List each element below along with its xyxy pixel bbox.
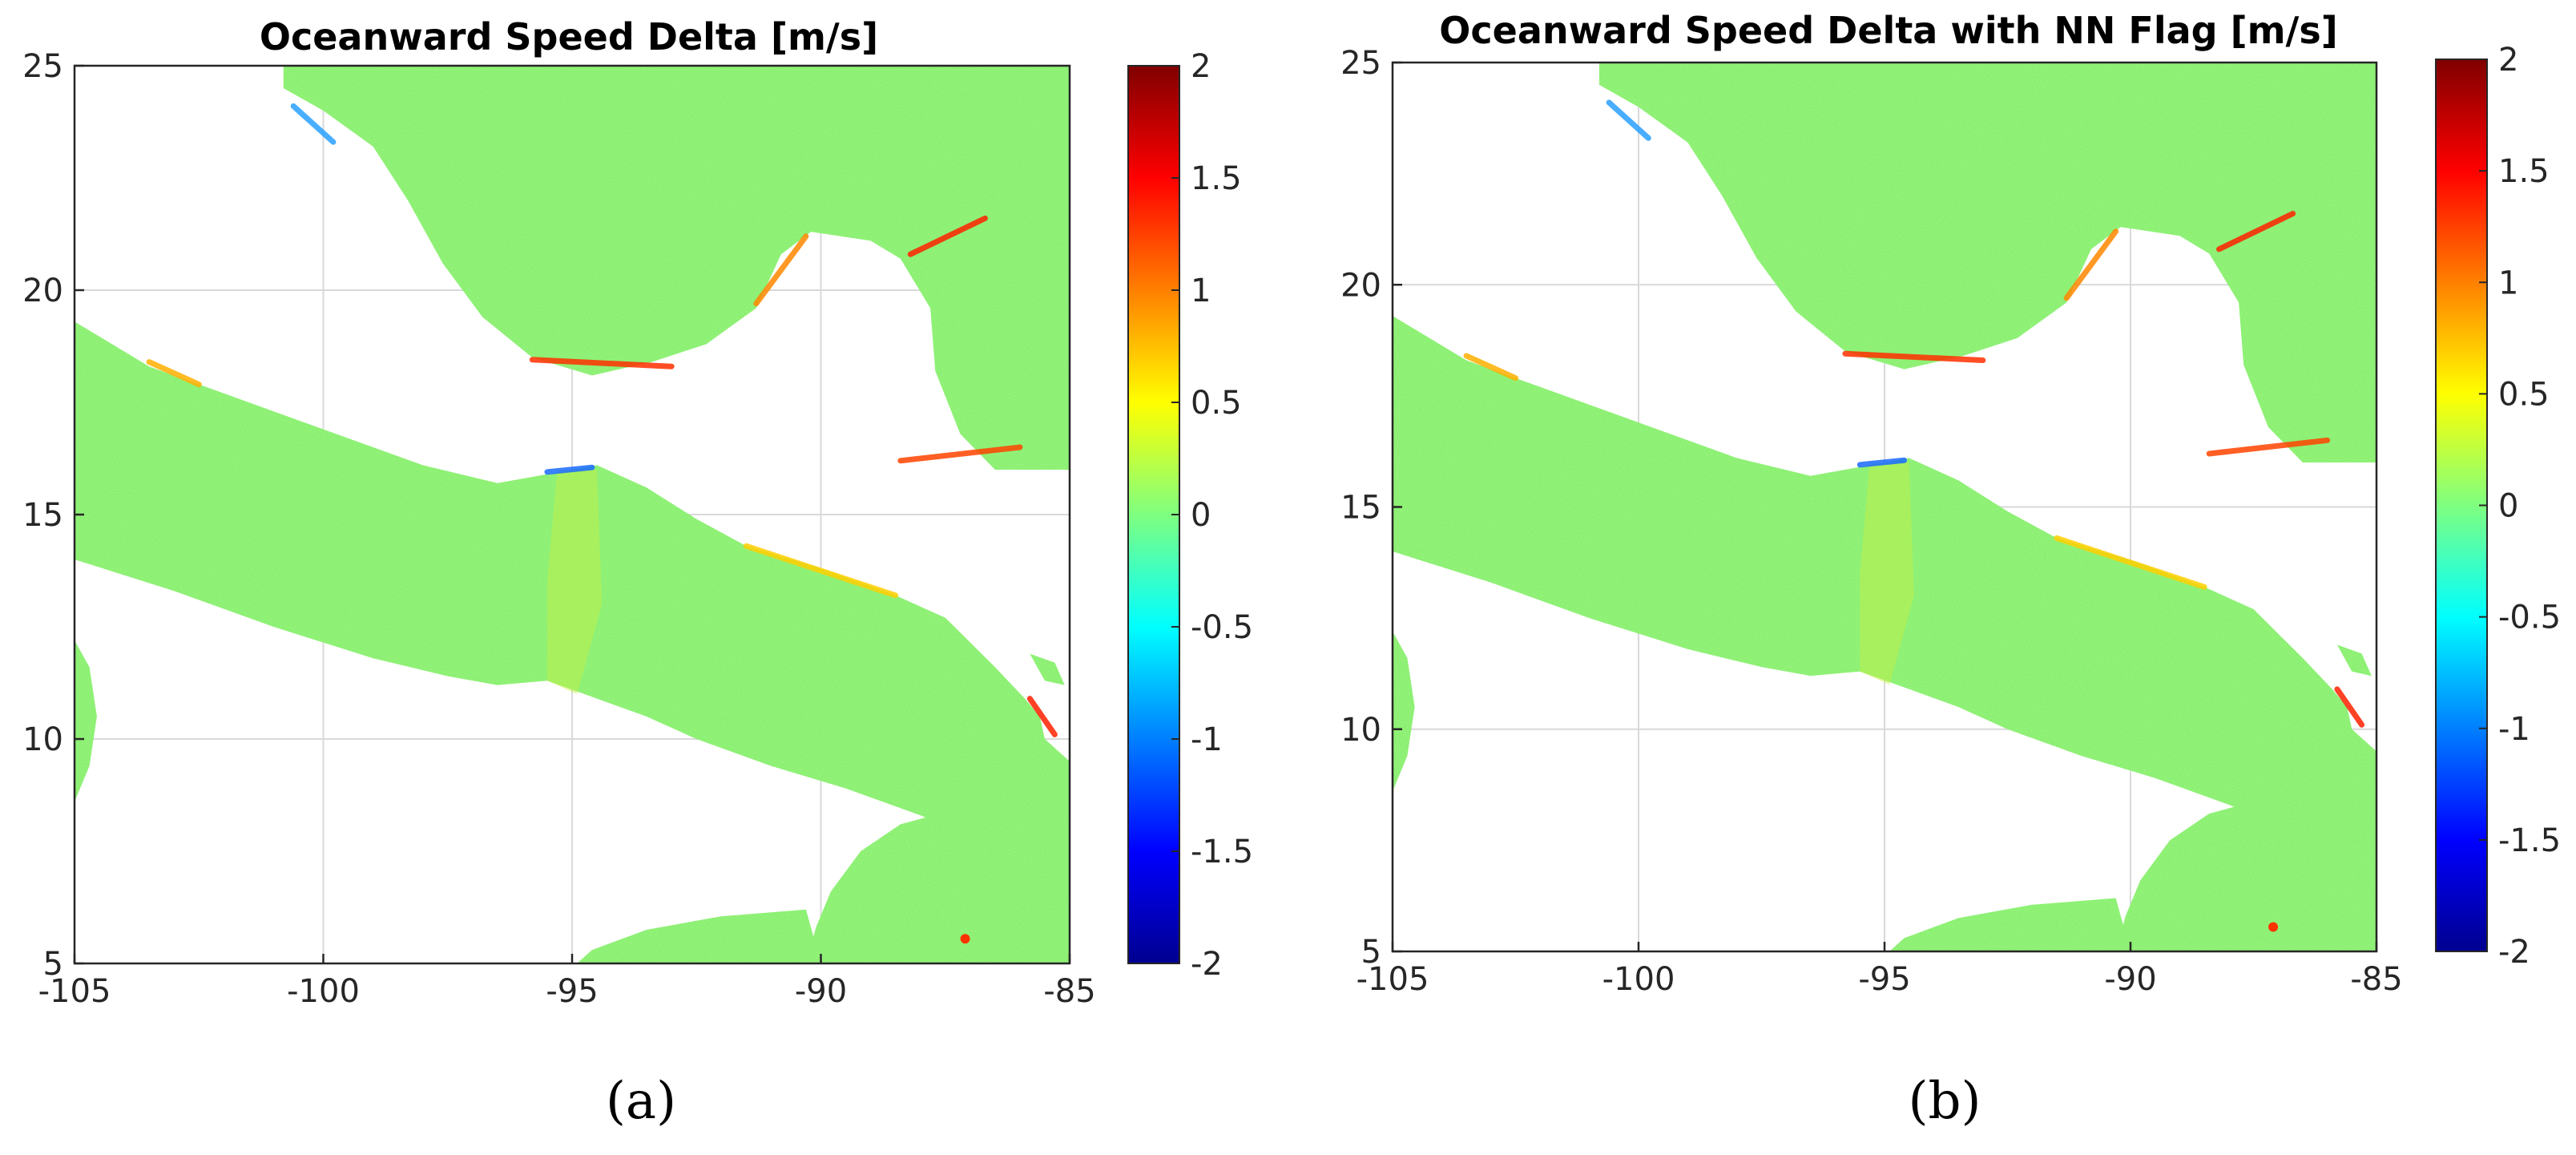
data-region-texture — [1598, 63, 2376, 462]
data-region-texture — [2336, 644, 2372, 676]
colorbar-tick-label: 0.5 — [2498, 376, 2550, 413]
x-tick-label: -90 — [795, 973, 847, 1010]
colorbar-tick-label: 0.5 — [1191, 385, 1242, 422]
x-tick-label: -85 — [2350, 961, 2402, 998]
x-tick-label: -100 — [1602, 961, 1675, 998]
y-tick-label: 20 — [1340, 267, 1381, 304]
coastline-delta-streak — [1856, 457, 1908, 468]
coastline-delta-streak — [1606, 99, 1651, 141]
coastline-delta-streak — [529, 357, 675, 370]
coastline-delta-streak — [146, 359, 202, 388]
colorbar-tick-label: 1.5 — [2498, 153, 2550, 190]
panel-caption: (b) — [1909, 1072, 1981, 1131]
data-region-texture — [1030, 653, 1065, 685]
colorbar-tick-label: -0.5 — [2498, 600, 2561, 636]
coastline-delta-streak — [1842, 350, 1986, 364]
colorbar: 2 1.5 1 0.5 0 -0.5 -1 -1.5 -2 — [1127, 48, 1253, 983]
colorbar-tick-label: 2 — [1191, 48, 1211, 85]
coastline-delta-streak — [290, 103, 337, 145]
colorbar-tick-label: 2 — [2498, 42, 2518, 79]
coastline-delta-streak — [544, 464, 595, 475]
y-tick-label: 15 — [22, 497, 63, 534]
coastline-delta-streak — [897, 444, 1023, 464]
colorbar-tick-label: -1 — [2498, 711, 2530, 748]
chart-title: Oceanward Speed Delta with NN Flag [m/s] — [1439, 9, 2337, 52]
x-tick-label: -105 — [38, 973, 111, 1010]
coastline-delta-streak — [2334, 686, 2365, 728]
plot-area: -105 -100 -95 -90 -85 5 10 15 20 25 — [1340, 45, 2403, 998]
x-tick-label: -105 — [1357, 961, 1429, 998]
y-tick-label: 10 — [1340, 712, 1381, 749]
data-region-texture — [805, 810, 1070, 963]
colorbar: 2 1.5 1 0.5 0 -0.5 -1 -1.5 -2 — [2435, 42, 2561, 971]
y-tick-label: 5 — [43, 946, 63, 983]
data-region-plume — [546, 470, 603, 694]
data-hotspot — [960, 934, 970, 944]
coastline-delta-streak — [1463, 353, 1518, 382]
y-tick-label: 5 — [1361, 934, 1381, 971]
chart-title: Oceanward Speed Delta [m/s] — [260, 15, 878, 59]
y-tick-label: 25 — [1340, 45, 1381, 82]
colorbar-tick-label: -1 — [1191, 721, 1223, 758]
panel-a: Oceanward Speed Delta [m/s] -105 -100 -95-… — [22, 15, 1253, 1131]
data-region-texture — [1889, 898, 2131, 951]
colorbar-tick-label: 1.5 — [1191, 160, 1242, 197]
coastline-delta-streak — [2063, 228, 2119, 301]
data-region-texture — [2115, 800, 2376, 951]
colorbar-tick-label: 1 — [1191, 273, 1211, 309]
data-region-plume — [1860, 462, 1914, 685]
coastline-delta-streak — [2054, 535, 2207, 590]
coastline-delta-streak — [2216, 211, 2296, 252]
coastline-delta-streak — [2206, 437, 2331, 457]
panel-caption: (a) — [606, 1072, 676, 1131]
colorbar-tick-label: -1.5 — [1191, 834, 1253, 870]
x-tick-label: -95 — [546, 973, 598, 1010]
data-region-texture — [75, 640, 97, 802]
data-hotspot — [2268, 922, 2279, 932]
coastline-delta-streak — [753, 233, 809, 307]
data-region-texture — [1393, 316, 2376, 863]
colorbar-tick-label: 1 — [2498, 265, 2518, 301]
data-region-texture — [1393, 631, 1415, 792]
x-tick-label: -95 — [1858, 961, 1910, 998]
x-tick-label: -85 — [1043, 973, 1095, 1010]
plot-area: -105 -100 -95 -90 -85 5 10 15 20 25 — [22, 48, 1096, 1010]
colorbar-tick-label: -1.5 — [2498, 822, 2561, 859]
colorbar-tick-label: -0.5 — [1191, 609, 1253, 646]
y-tick-label: 15 — [1340, 490, 1381, 527]
y-tick-label: 25 — [22, 48, 63, 85]
colorbar-tick-label: 0 — [1191, 497, 1211, 534]
colorbar-gradient — [2435, 59, 2488, 952]
coastline-delta-streak — [1026, 696, 1058, 737]
colorbar-tick-label: -2 — [2498, 934, 2530, 971]
data-region-texture — [75, 321, 1070, 874]
coastline-delta-streak — [907, 215, 988, 257]
y-tick-label: 10 — [22, 721, 63, 758]
colorbar-tick-label: -2 — [1191, 946, 1223, 983]
data-region-texture — [283, 66, 1070, 470]
coastline-delta-streak — [743, 543, 899, 599]
x-tick-label: -90 — [2104, 961, 2156, 998]
data-region-texture — [577, 909, 821, 963]
colorbar-tick-label: 0 — [2498, 488, 2518, 525]
panel-b: Oceanward Speed Delta with NN Flag [m/s]… — [1340, 9, 2561, 1131]
x-tick-label: -100 — [287, 973, 360, 1010]
y-tick-label: 20 — [22, 273, 63, 309]
